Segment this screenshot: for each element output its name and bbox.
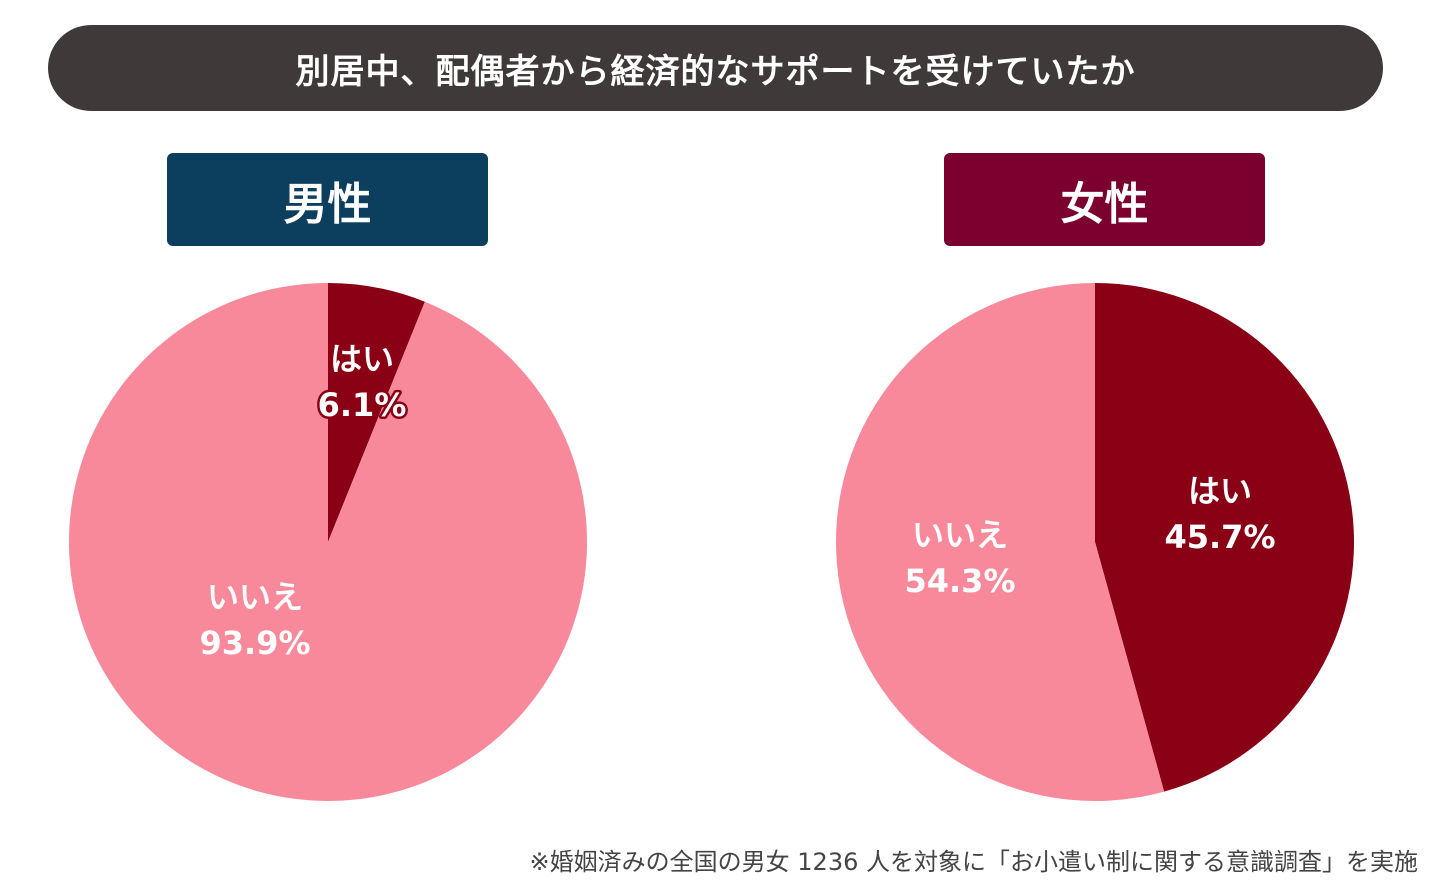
footnote: ※婚姻済みの全国の男女 1236 人を対象に「お小遣い制に関する意識調査」を実施 [529, 848, 1418, 876]
female-label: 女性 [944, 153, 1265, 246]
slice-value-label: 6.1% [318, 386, 407, 424]
slice-category-label: いいえ [207, 578, 303, 616]
pie-slice-no [835, 283, 1165, 801]
slice-category-label: いいえ [912, 516, 1008, 554]
pie-slice-no [69, 283, 588, 802]
male-label: 男性 [167, 153, 488, 246]
slice-value-label: 54.3% [904, 562, 1015, 600]
slice-category-label: はい [330, 340, 394, 378]
slice-value-label: 93.9% [199, 624, 310, 662]
slice-value-label: 45.7% [1164, 518, 1275, 556]
slice-category-label: はい [1188, 472, 1252, 510]
chart-title: 別居中、配偶者から経済的なサポートを受けていたか [48, 25, 1383, 111]
pie-slice-yes [1095, 283, 1354, 792]
pie-slice-yes [328, 283, 425, 542]
